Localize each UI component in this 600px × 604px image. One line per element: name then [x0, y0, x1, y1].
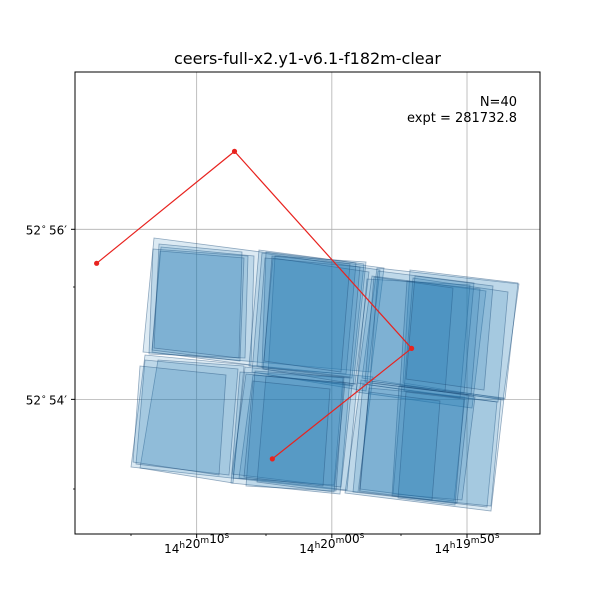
exposure-footprint: [267, 255, 367, 387]
exposure-footprint: [243, 380, 331, 487]
exposure-footprint: [392, 384, 476, 501]
exposure-footprint: [369, 270, 475, 394]
exposure-footprint: [153, 243, 243, 359]
exposure-footprint: [358, 382, 470, 504]
exposure-footprint: [142, 237, 385, 373]
exposure-footprint: [251, 252, 381, 392]
pointing-trajectory: [94, 148, 415, 462]
exposure-footprint: [245, 370, 345, 492]
exposure-footprint: [364, 276, 454, 393]
exposure-footprint: [151, 246, 255, 366]
trajectory-point: [408, 345, 415, 351]
trajectory-point: [231, 148, 238, 154]
exposure-footprint: [261, 251, 357, 375]
y-tick-label: 52∘ 56′: [26, 222, 68, 237]
exposure-footprint: [359, 387, 466, 502]
plot-frame: [74, 71, 541, 535]
exposure-footprint: [402, 269, 519, 400]
exposure-footprint: [231, 373, 353, 488]
exposure-footprint: [356, 278, 471, 399]
exposure-footprint: [405, 275, 494, 391]
exposure-footprint: [361, 267, 520, 401]
exposure-footprint: [352, 383, 498, 508]
chart-title: ceers-full-x2.y1-v6.1-f182m-clear: [174, 49, 441, 68]
exposure-footprint: [148, 248, 249, 359]
y-tick-label: 52∘ 54′: [26, 392, 68, 407]
exposure-footprint: [130, 354, 374, 493]
exposure-footprint: [232, 366, 344, 486]
n-exposures-label: N=40: [480, 95, 517, 110]
exposure-footprint: [135, 359, 239, 476]
exposure-footprint: [263, 255, 351, 373]
grid-lines: [75, 72, 540, 534]
exposure-footprint: [230, 371, 351, 495]
exposure-footprint: [238, 374, 358, 491]
exposure-footprint: [391, 385, 502, 507]
exposure-footprint: [399, 280, 481, 396]
exposure-footprint: [139, 359, 245, 484]
axis-ticks: 14h20m10s 14h20m00s 14h19m50s 52∘ 56′ 52∘ 54…: [26, 222, 500, 556]
exposure-time-label: expt = 281732.8: [407, 111, 517, 126]
x-tick-label: 14h20m10s: [164, 531, 229, 556]
exposure-footprint: [262, 257, 370, 385]
exposure-footprint: [344, 379, 505, 512]
exposure-footprint: [256, 375, 346, 493]
exposure-footprint: [132, 365, 227, 476]
trajectory-line: [96, 150, 413, 460]
exposure-footprint: [359, 391, 441, 501]
exposure-footprint: [397, 391, 465, 506]
exposure-footprint: [248, 249, 365, 379]
x-tick-label: 14h20m00s: [299, 531, 364, 556]
exposure-footprint: [256, 257, 361, 378]
exposure-footprint: [355, 275, 487, 409]
trajectory-point: [94, 260, 100, 266]
trajectory-point: [269, 456, 275, 462]
exposure-footprint: [403, 277, 509, 403]
exposure-footprints: [130, 237, 520, 512]
exposure-footprint: [151, 250, 245, 362]
x-tick-label: 14h19m50s: [434, 531, 499, 556]
